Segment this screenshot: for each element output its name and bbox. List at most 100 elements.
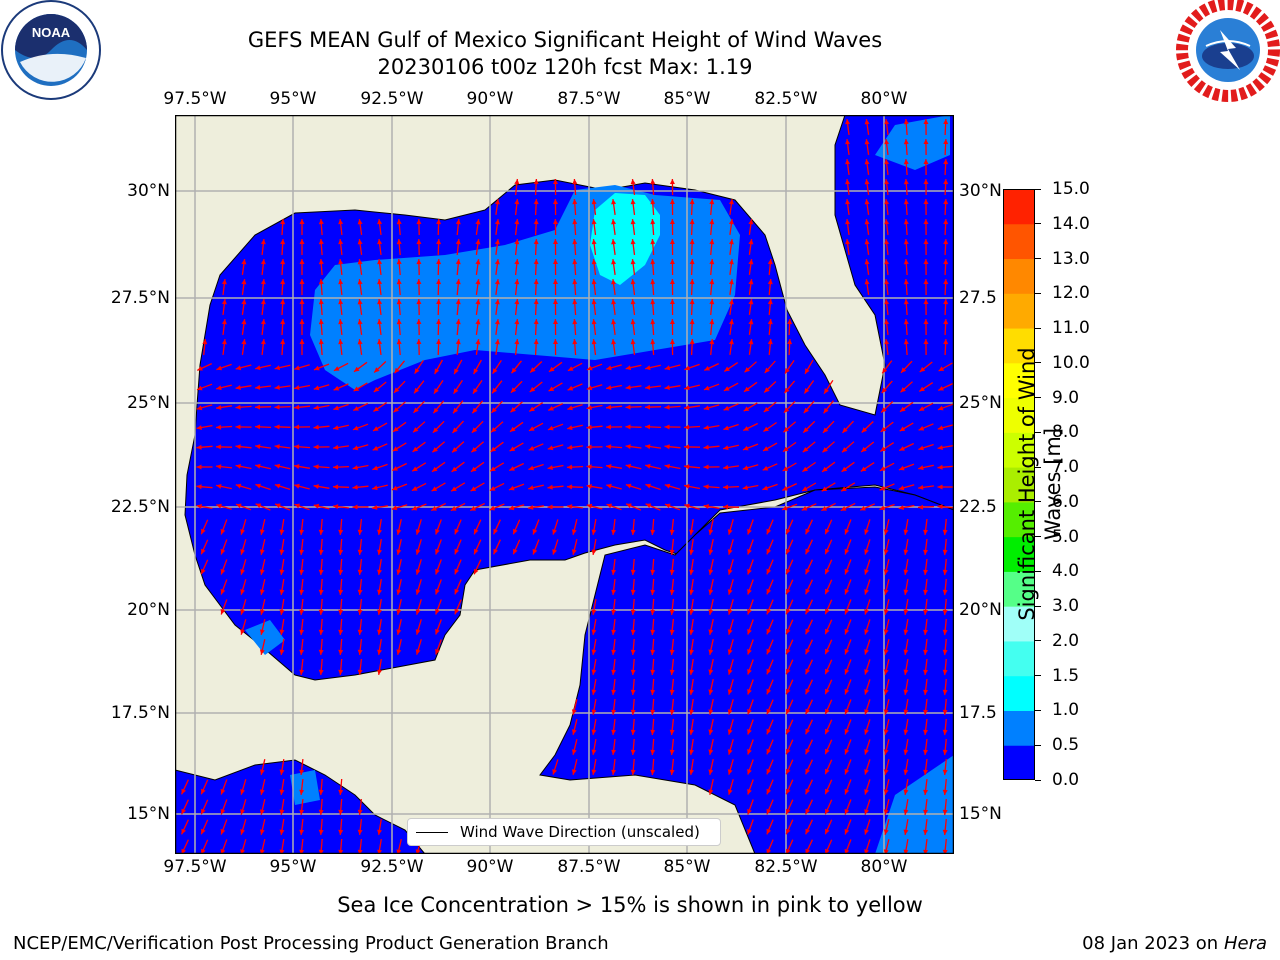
wave-direction-arrowhead — [709, 199, 715, 205]
colorbar-tick-label: 14.0 — [1052, 213, 1090, 234]
wave-direction-arrowhead — [669, 609, 675, 615]
wave-direction-arrowhead — [703, 425, 709, 430]
wave-direction-arrowhead — [805, 688, 810, 695]
wave-direction-arrowhead — [571, 529, 577, 535]
wave-direction-arrowhead — [883, 789, 889, 795]
wave-direction-arrowhead — [864, 199, 870, 205]
wave-direction-arrowhead — [201, 528, 206, 535]
lon-tick-top: 95°W — [269, 89, 317, 109]
wave-direction-arrowhead — [455, 239, 461, 245]
wave-direction-arrowhead — [299, 829, 305, 835]
wave-direction-arrowhead — [533, 219, 539, 225]
wave-direction-arrowhead — [743, 426, 749, 431]
wave-direction-arrowhead — [825, 688, 830, 695]
wave-direction-arrowhead — [454, 528, 460, 535]
wave-direction-arrowhead — [903, 319, 909, 325]
map-legend: Wind Wave Direction (unscaled) — [407, 818, 721, 846]
wave-direction-arrowhead — [455, 299, 461, 305]
wave-direction-arrowhead — [943, 259, 949, 265]
wave-direction-arrowhead — [611, 569, 617, 575]
wave-direction-arrowhead — [923, 549, 929, 555]
host-name: Hera — [1223, 933, 1267, 954]
wave-direction-arrowhead — [923, 749, 929, 755]
wave-direction-arrowhead — [547, 445, 554, 451]
wave-direction-arrowhead — [591, 629, 597, 635]
wave-direction-arrowhead — [606, 483, 612, 489]
wave-direction-arrowhead — [451, 466, 458, 472]
colorbar-tick-label: 4.0 — [1052, 561, 1080, 582]
wave-direction-arrowhead — [357, 829, 363, 835]
wave-direction-arrowhead — [825, 648, 830, 655]
wave-direction-arrowhead — [943, 339, 949, 345]
wave-direction-arrowhead — [689, 299, 695, 305]
wave-direction-arrowhead — [280, 279, 286, 285]
lon-tick-top: 82.5°W — [754, 89, 818, 109]
wave-direction-arrowhead — [220, 608, 226, 615]
wave-direction-arrowhead — [528, 505, 534, 510]
wave-direction-arrowhead — [767, 259, 773, 265]
wave-direction-arrowhead — [669, 769, 675, 775]
wave-direction-arrowhead — [669, 199, 675, 204]
wave-direction-arrowhead — [786, 648, 791, 655]
wave-direction-arrowhead — [767, 279, 773, 285]
wave-direction-arrowhead — [860, 505, 866, 511]
wave-direction-arrowhead — [216, 484, 222, 489]
wave-direction-arrowhead — [825, 828, 830, 835]
wave-direction-arrowhead — [548, 425, 554, 431]
wave-direction-arrowhead — [452, 447, 458, 453]
wave-direction-arrowhead — [883, 709, 889, 715]
wave-direction-arrowhead — [567, 405, 573, 411]
wave-direction-arrowhead — [354, 366, 360, 372]
wave-direction-arrowhead — [216, 385, 222, 391]
colorbar-tick-label: 11.0 — [1052, 318, 1090, 339]
wave-direction-arrowhead — [509, 466, 515, 471]
wave-direction-arrowhead — [747, 829, 752, 835]
wave-direction-arrowhead — [196, 405, 203, 411]
wave-direction-arrowhead — [318, 319, 324, 325]
wave-direction-arrowhead — [669, 179, 675, 184]
wave-direction-arrowhead — [241, 279, 247, 285]
wave-direction-arrowhead — [181, 808, 186, 815]
wave-direction-arrowhead — [786, 588, 791, 595]
noaa-text: NOAA — [32, 25, 71, 40]
wave-direction-arrowhead — [823, 427, 829, 433]
wave-direction-arrowhead — [318, 239, 324, 245]
wave-direction-arrowhead — [650, 299, 656, 305]
wave-direction-arrowhead — [645, 384, 651, 390]
wave-direction-arrowhead — [903, 669, 909, 675]
wave-direction-arrowhead — [763, 446, 769, 451]
wave-direction-arrowhead — [553, 239, 558, 244]
wave-direction-arrowhead — [669, 729, 675, 735]
wave-direction-arrowhead — [416, 239, 422, 245]
wave-direction-arrowhead — [299, 849, 305, 855]
wave-direction-arrowhead — [415, 589, 421, 595]
lat-tick-left: 22.5°N — [110, 497, 170, 517]
wave-direction-arrowhead — [842, 447, 848, 453]
wave-direction-arrowhead — [475, 239, 481, 245]
wave-direction-arrowhead — [611, 319, 617, 325]
wave-direction-arrowhead — [572, 239, 578, 245]
map-title: GEFS MEAN Gulf of Mexico Significant Hei… — [247, 28, 883, 52]
wave-direction-arrowhead — [805, 748, 810, 755]
wave-direction-arrowhead — [431, 506, 437, 511]
wave-direction-arrowhead — [689, 609, 694, 615]
wave-direction-arrowhead — [883, 569, 889, 575]
wave-direction-arrowhead — [689, 769, 694, 775]
wave-direction-arrowhead — [255, 404, 261, 410]
wave-direction-arrowhead — [318, 569, 324, 575]
wave-direction-arrowhead — [591, 529, 597, 535]
wave-direction-arrowhead — [260, 339, 266, 345]
wave-direction-arrowhead — [942, 549, 948, 555]
wave-direction-arrowhead — [280, 319, 286, 325]
lat-tick-right: 25°N — [959, 393, 1002, 413]
wave-direction-arrowhead — [883, 769, 889, 775]
wave-direction-arrowhead — [473, 368, 479, 374]
wave-direction-arrowhead — [805, 728, 810, 735]
colorbar-tick-label: 12.0 — [1052, 283, 1090, 304]
wave-direction-arrowhead — [937, 445, 943, 450]
wave-direction-arrowhead — [529, 406, 535, 412]
wave-direction-arrowhead — [747, 629, 752, 635]
wave-direction-arrowhead — [571, 769, 577, 775]
wave-direction-arrowhead — [494, 199, 500, 205]
wave-direction-arrowhead — [591, 299, 597, 305]
